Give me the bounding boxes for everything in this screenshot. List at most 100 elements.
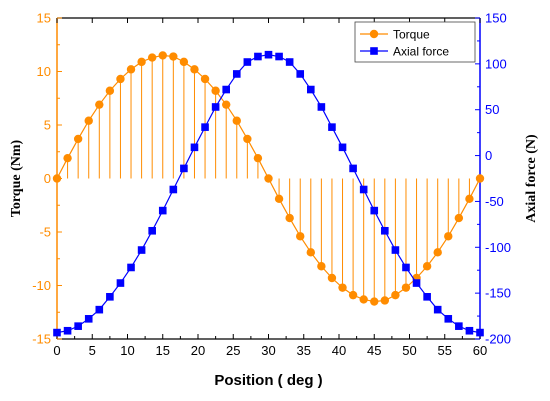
axial-force-point [296,70,305,78]
torque-point [380,296,390,305]
torque-point [285,213,294,223]
left-y-tick-label: -15 [32,332,51,347]
torque-point [454,213,464,223]
torque-point [475,174,485,183]
torque-point [116,74,125,84]
axial-force-point [169,185,178,194]
torque-point [317,262,326,271]
x-tick-label: 25 [226,343,240,358]
x-tick-label: 55 [438,343,452,358]
torque-point [169,52,178,61]
legend-label: Axial force [393,45,449,59]
axial-force-point [412,279,421,287]
axial-force-point [243,58,252,66]
left-y-tick-label: 15 [37,11,51,26]
axial-force-point [476,328,484,337]
axes: 0 5 10 15 20 25 30 35 40 45 50 55 60-15-10-5051015-2… [32,11,511,359]
torque-point [359,295,368,304]
torque-point [401,283,411,292]
torque-point [95,100,104,109]
x-tick-label: 35 [297,343,311,358]
torque-point [444,232,453,241]
legend-label: Torque [393,28,430,42]
axial-force-point [201,123,209,131]
axial-force-point [106,293,114,301]
torque-point [190,65,199,74]
axial-force-point [95,305,104,314]
legend-box [354,21,476,63]
torque-point [422,262,432,271]
torque-point [391,290,400,300]
left-y-tick-label: 5 [44,118,51,133]
torque-point [179,57,189,67]
axial-force-point [84,315,93,323]
axial-force-point [63,326,72,335]
torque-point [158,51,167,60]
x-tick-label: 60 [473,343,487,358]
torque-point [327,273,337,283]
axial-force-point [465,326,474,335]
axial-force-point [455,322,463,330]
legend: Torque Axial force [354,21,476,63]
x-tick-label: 30 [261,343,275,358]
right-y-tick-label: 150 [485,11,507,26]
axial-force-point [370,206,379,215]
right-y-tick-label: 0 [485,148,492,163]
x-tick-label: 45 [367,343,381,358]
axial-force-point [328,123,336,131]
torque-point [126,65,136,74]
axial-force-point [444,315,453,323]
right-y-tick-label: -100 [485,240,511,255]
x-tick-label: 0 [53,343,60,358]
x-tick-label: 5 [89,343,96,358]
axial-force-point [53,328,61,337]
torque-point [73,134,83,144]
axial-force-point [158,206,167,215]
torque-point [306,248,315,257]
x-tick-label: 40 [332,343,346,358]
torque-point [222,100,231,109]
axial-force-point [275,52,283,61]
axial-force-point [127,263,135,272]
axial-force-point [359,185,368,194]
right-y-tick-label: 100 [485,56,507,71]
axial-force-point [391,246,400,254]
axial-force-point [180,164,188,173]
torque-point [253,153,263,163]
left-y-tick-label: 0 [44,171,51,186]
torque-point [52,174,62,183]
x-tick-label: 15 [156,343,170,358]
axial-force-point [74,322,82,330]
axial-force-point [222,85,230,94]
torque-point [211,86,220,95]
torque-point [296,232,305,241]
axial-force-point [307,85,315,94]
torque-point [105,86,115,95]
right-y-tick-label: 50 [485,102,499,117]
torque-point [84,116,93,125]
x-tick-label: 50 [402,343,416,358]
torque-point [465,194,474,204]
axial-force-point [285,58,294,66]
axial-force-point [264,50,273,59]
axial-force-point [381,226,389,235]
right-y-tick-label: -50 [485,194,504,209]
axial-force-point [317,103,326,111]
axial-force-point [232,70,241,78]
axial-force-point [423,293,431,301]
torque-point [200,74,210,84]
left-y-tick-label: 10 [37,64,51,79]
series-layer [52,50,485,337]
axial-force-point [116,279,125,287]
axial-force-point [254,52,262,61]
axial-force-point [349,164,357,173]
torque-point [433,248,442,257]
torque-point [338,283,347,292]
x-tick-label: 10 [120,343,134,358]
torque-point [274,194,284,204]
torque-point [137,57,146,67]
right-y-tick-label: -200 [485,332,511,347]
right-y-axis-title: Axial force (N) [524,134,539,223]
